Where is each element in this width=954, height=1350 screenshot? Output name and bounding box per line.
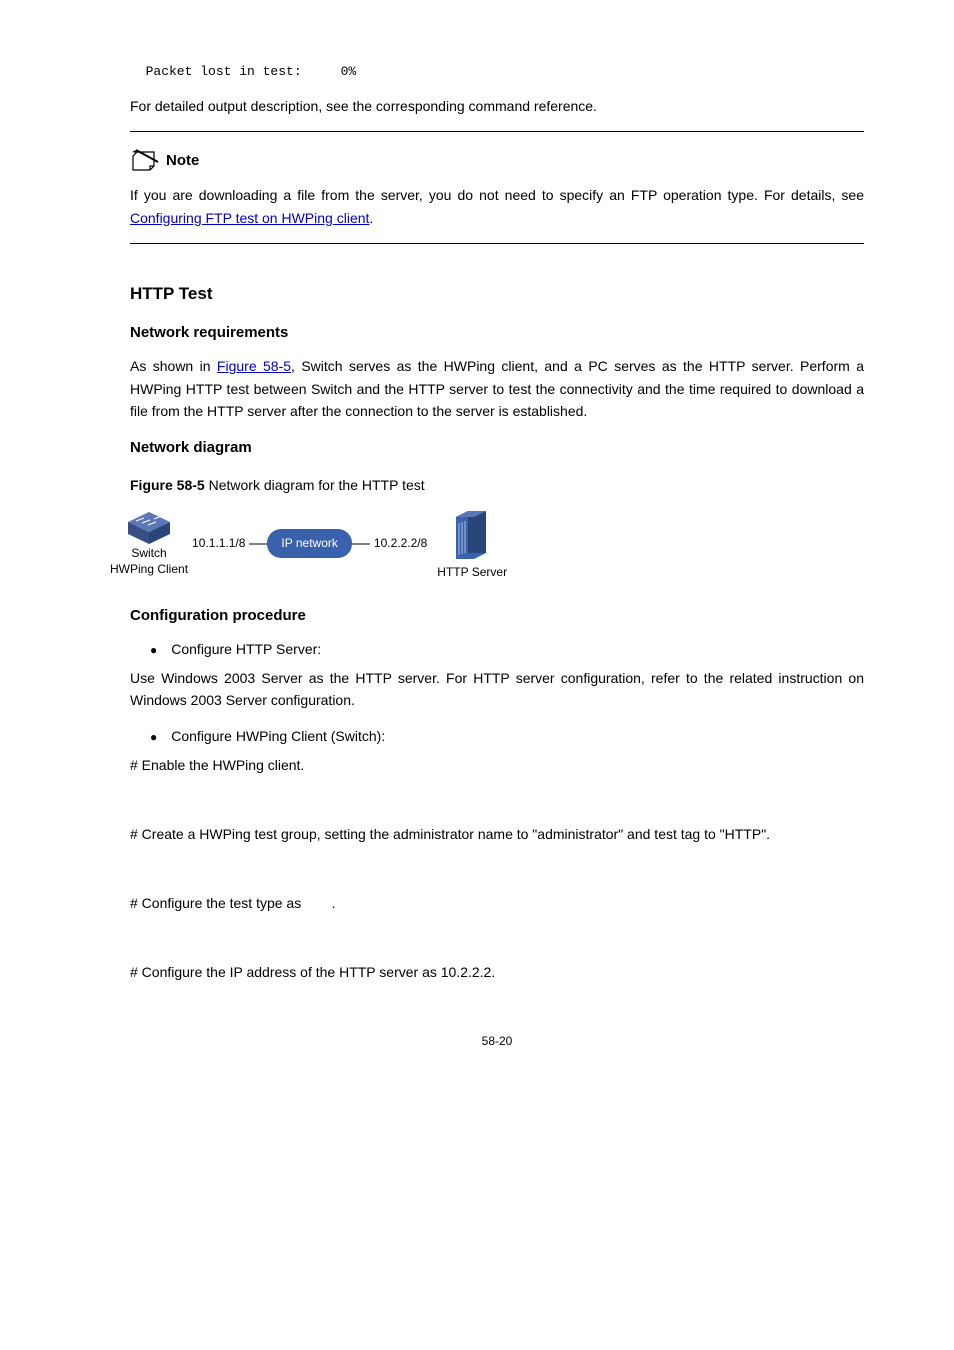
- bullet-hwping-client: ● Configure HWPing Client (Switch):: [150, 725, 864, 747]
- figure-link[interactable]: Figure 58-5: [217, 358, 291, 374]
- wire-right: [352, 540, 370, 548]
- step-test-type-c: .: [332, 895, 336, 911]
- note-link[interactable]: Configuring FTP test on HWPing client: [130, 210, 369, 226]
- separator-top: [130, 131, 864, 132]
- step-test-type-b: http: [305, 895, 331, 911]
- page-number: 58-20: [130, 1032, 864, 1051]
- figure-caption-num: Figure 58-5: [130, 477, 209, 493]
- step-enable: # Enable the HWPing client.: [130, 754, 864, 776]
- figure-caption: Figure 58-5 Network diagram for the HTTP…: [130, 474, 864, 496]
- cmd-create-group: [Switch] hwping administrator http: [130, 859, 864, 880]
- note-icon: [130, 148, 160, 174]
- separator-bottom: [130, 243, 864, 244]
- network-diagram: Switch HWPing Client 10.1.1.1/8 IP netwo…: [110, 507, 864, 581]
- intro-paragraph: For detailed output description, see the…: [130, 95, 864, 117]
- switch-node: Switch HWPing Client: [110, 510, 188, 577]
- note-text-after: .: [369, 210, 373, 226]
- net-req-a: As shown in: [130, 358, 217, 374]
- bullet-dot: ●: [150, 731, 157, 743]
- note-text-before: If you are downloading a file from the s…: [130, 187, 864, 203]
- bullet-http-server: ● Configure HTTP Server:: [150, 638, 864, 660]
- step-http-ip: # Configure the IP address of the HTTP s…: [130, 961, 864, 983]
- step-test-type-a: # Configure the test type as: [130, 895, 305, 911]
- note-label: Note: [166, 149, 199, 173]
- heading-net-diagram: Network diagram: [130, 436, 864, 460]
- pre-output: Packet lost in test: 0%: [130, 62, 864, 83]
- server-node: HTTP Server: [437, 507, 507, 581]
- bullet-http-server-text: Configure HTTP Server:: [171, 638, 321, 660]
- client-label: HWPing Client: [110, 562, 188, 578]
- bullet-dot: ●: [150, 644, 157, 656]
- note-text: If you are downloading a file from the s…: [130, 184, 864, 229]
- server-label: HTTP Server: [437, 565, 507, 581]
- step-create-group: # Create a HWPing test group, setting th…: [130, 823, 864, 845]
- cmd-test-type: [Switch-hwping-administrator-http] test-…: [130, 929, 864, 950]
- switch-icon: [122, 510, 176, 546]
- heading-http-test: HTTP Test: [130, 280, 864, 307]
- net-req-paragraph: As shown in Figure 58-5, Switch serves a…: [130, 355, 864, 422]
- note-header: Note: [130, 148, 864, 174]
- heading-config-proc: Configuration procedure: [130, 604, 864, 628]
- server-icon: [452, 507, 492, 565]
- ip-network-label: IP network: [267, 529, 351, 558]
- cmd-enable: [Switch] hwping-agent enable: [130, 790, 864, 811]
- heading-net-req: Network requirements: [130, 321, 864, 345]
- http-server-paragraph: Use Windows 2003 Server as the HTTP serv…: [130, 667, 864, 712]
- server-ip: 10.2.2.2/8: [374, 534, 427, 553]
- bullet-hwping-client-text: Configure HWPing Client (Switch):: [171, 725, 385, 747]
- switch-label: Switch: [131, 546, 166, 562]
- figure-caption-text: Network diagram for the HTTP test: [209, 477, 425, 493]
- switch-ip: 10.1.1.1/8: [192, 534, 245, 553]
- step-test-type: # Configure the test type as http.: [130, 892, 864, 914]
- wire-left: [249, 540, 267, 548]
